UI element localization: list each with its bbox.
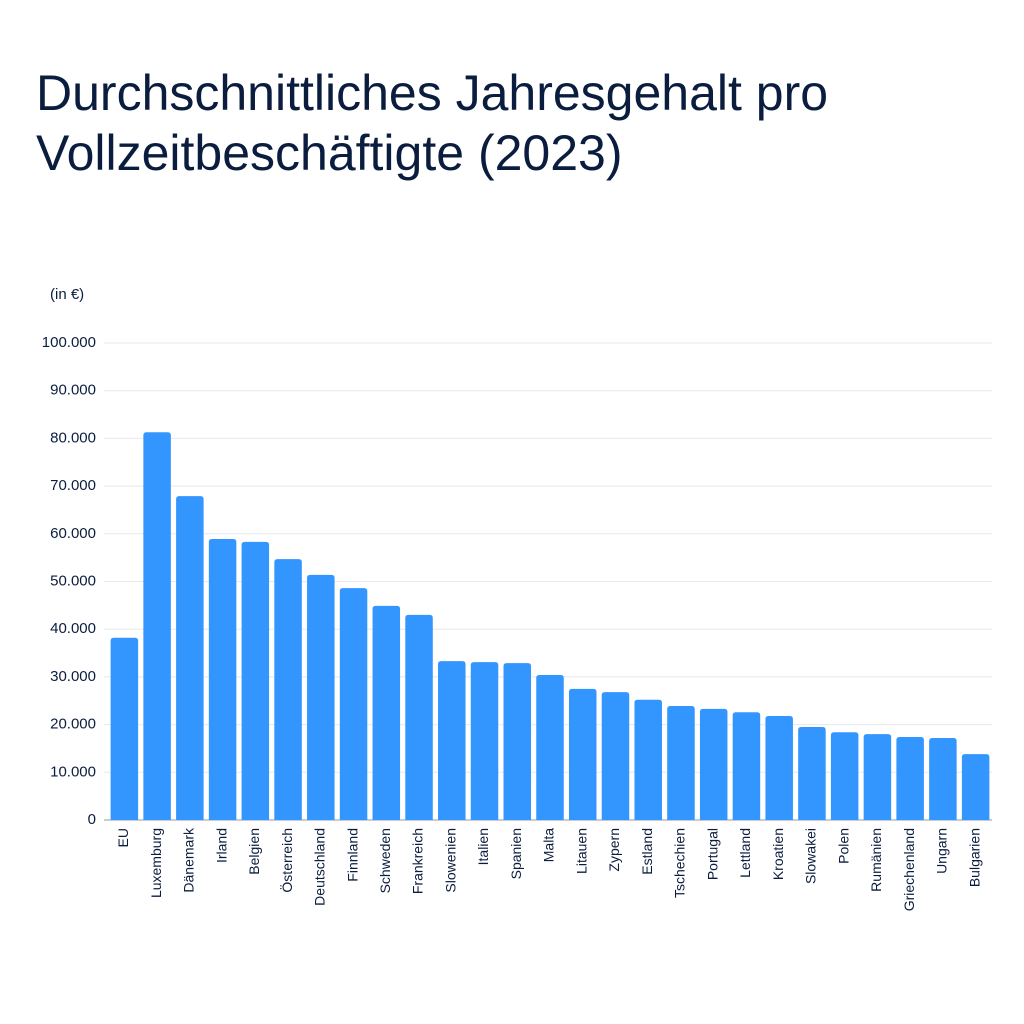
x-tick-label: Lettland [737,828,753,878]
x-tick-label: Spanien [508,828,524,879]
x-tick-label: Tschechien [672,828,688,898]
x-tick-label: Rumänien [868,828,884,892]
x-tick-label: Italien [475,828,491,865]
bar [601,692,630,820]
bar [896,737,924,820]
x-tick-label: Dänemark [181,827,197,893]
bar [241,541,270,820]
y-tick-label: 0 [88,811,96,828]
bar [503,663,532,820]
bar [536,674,564,820]
x-tick-label: Luxemburg [148,828,164,898]
x-tick-label: Griechenland [901,828,917,911]
bar [667,705,695,820]
x-tick-label: Zypern [606,828,622,872]
bar [830,732,859,820]
bar [961,754,990,820]
bar [307,574,335,820]
bar [405,614,433,820]
bar [765,716,793,820]
x-tick-label: Deutschland [312,828,328,906]
x-tick-label: Litauen [573,828,589,874]
bar [372,605,401,820]
x-tick-label: Malta [541,828,557,862]
bar [470,662,499,820]
x-tick-label: Österreich [278,828,295,893]
bar [339,588,368,820]
y-tick-label: 90.000 [50,382,96,399]
bar [732,712,761,820]
y-tick-label: 20.000 [50,716,96,733]
bar [929,737,957,820]
chart-title: Durchschnittliches Jahresgehalt pro [36,65,828,121]
x-tick-label: Portugal [704,828,720,880]
y-tick-label: 40.000 [50,620,96,637]
x-tick-label: Slowakei [803,828,819,884]
bar [176,496,204,820]
bar [274,559,302,820]
x-tick-label: Bulgarien [966,828,982,887]
y-tick-label: 60.000 [50,525,96,542]
bar [208,539,237,820]
bar [634,699,662,820]
x-tick-label: Irland [213,828,229,863]
x-tick-label: Kroatien [770,828,786,880]
x-tick-label: Belgien [246,828,262,875]
x-tick-label: Polen [835,828,851,864]
x-tick-label: EU [115,828,131,847]
x-tick-label: Frankreich [410,828,426,894]
bar [863,734,892,820]
bar [568,688,597,820]
bar [699,708,728,820]
x-tick-label: Slowenien [442,828,458,893]
bar [143,432,171,820]
x-tick-label: Finnland [344,828,360,882]
x-tick-label: Estland [639,828,655,875]
y-tick-label: 70.000 [50,477,96,494]
y-tick-label: 50.000 [50,572,96,589]
x-tick-label: Ungarn [934,828,950,874]
bar [438,661,466,820]
y-tick-label: 100.000 [42,334,96,351]
y-tick-label: 30.000 [50,668,96,685]
y-axis-label: (in €) [50,286,84,303]
chart-title: Vollzeitbeschäftigte (2023) [36,125,622,181]
bar [798,726,826,820]
bar [110,637,139,820]
y-tick-label: 10.000 [50,763,96,780]
y-tick-label: 80.000 [50,429,96,446]
x-tick-label: Schweden [377,828,393,893]
